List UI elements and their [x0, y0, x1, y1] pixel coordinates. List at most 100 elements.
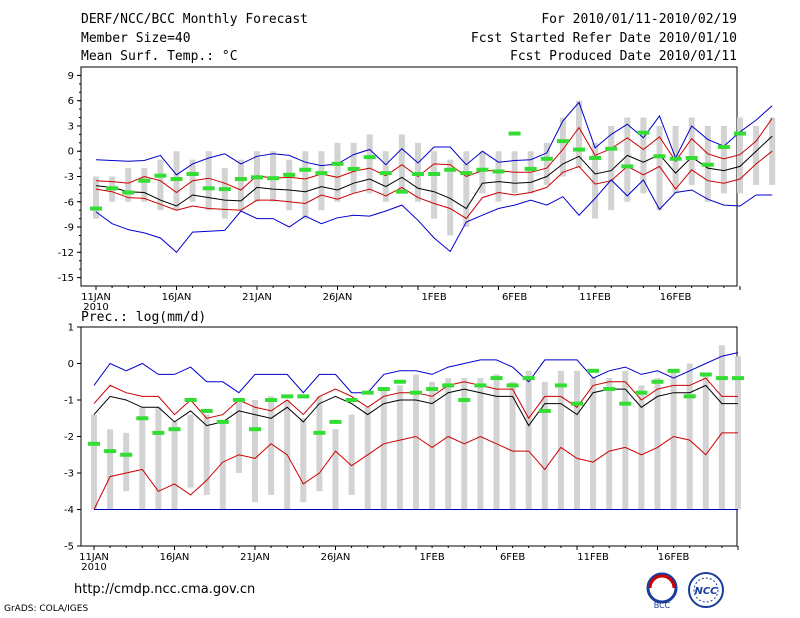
grads-credit: GrADS: COLA/IGES — [4, 604, 89, 614]
prec-ensemble-box — [445, 378, 452, 510]
prec-observed-marker — [345, 398, 358, 402]
temp-ensemble-box — [495, 151, 502, 202]
member-size: Member Size=40 — [81, 31, 191, 46]
temp-ensemble-box — [447, 159, 454, 236]
prec-ensemble-box — [509, 381, 516, 510]
prec-observed-marker — [361, 390, 374, 395]
prec-observed-marker — [554, 383, 567, 388]
temp-series-lower — [95, 150, 773, 220]
prec-ensemble-box — [348, 414, 355, 495]
prec-x-tick-label: 16FEB — [658, 552, 690, 563]
temp-observed-marker — [428, 171, 441, 176]
temp-y-tick-label: -6 — [64, 197, 74, 208]
temp-y-tick-label: -15 — [58, 273, 74, 284]
temp-observed-marker — [621, 164, 634, 169]
temp-ensemble-box — [753, 125, 760, 185]
prec-ensemble-box — [380, 389, 387, 510]
temp-panel-label: Mean Surf. Temp.: °C — [81, 49, 238, 64]
prec-ensemble-box — [702, 374, 709, 510]
prec-observed-marker — [88, 441, 100, 446]
prec-observed-marker — [377, 387, 390, 392]
prec-series-max — [93, 352, 739, 394]
prec-observed-marker — [216, 419, 229, 424]
temp-observed-marker — [573, 147, 585, 152]
prec-ensemble-box — [155, 407, 162, 510]
temp-observed-marker — [444, 167, 457, 172]
temp-observed-marker — [218, 187, 231, 192]
prec-observed-marker — [442, 383, 455, 388]
prec-x-tick-label: 1FEB — [419, 552, 444, 563]
temp-ensemble-box — [479, 151, 486, 194]
prec-y-tick-label: 0 — [68, 359, 74, 370]
temp-x-year-label: 2010 — [83, 302, 108, 313]
prec-x-tick-label: 16JAN — [160, 552, 190, 563]
prec-y-tick-label: -1 — [64, 396, 74, 407]
temp-ensemble-box — [737, 117, 743, 194]
source-url[interactable]: http://cmdp.ncc.cma.gov.cn — [74, 582, 256, 597]
prec-y-tick-label: -5 — [64, 542, 74, 553]
prec-ensemble-box — [670, 370, 677, 510]
ncc-logo: NCC — [688, 572, 724, 608]
temp-observed-marker — [315, 171, 328, 176]
temp-observed-marker — [363, 155, 376, 160]
temp-x-tick-label: 11JAN — [81, 292, 111, 303]
temp-ensemble-box — [237, 159, 244, 211]
temp-observed-marker — [234, 177, 247, 182]
temp-observed-marker — [669, 156, 682, 161]
prec-ensemble-box — [413, 374, 419, 510]
temp-ensemble-box — [221, 168, 228, 219]
temp-observed-marker — [283, 172, 296, 177]
temp-ensemble-box — [656, 125, 663, 211]
temp-ensemble-box — [334, 142, 341, 202]
prec-ensemble-box — [396, 385, 403, 510]
prec-ensemble-box — [557, 370, 564, 510]
prec-observed-marker — [136, 416, 149, 421]
prec-observed-marker — [184, 398, 197, 402]
prec-observed-marker — [120, 452, 133, 457]
temp-ensemble-box — [302, 151, 309, 219]
temp-series-max — [95, 101, 773, 176]
temp-observed-marker — [122, 190, 135, 195]
prec-observed-marker — [699, 372, 712, 377]
temp-ensemble-box — [125, 168, 132, 202]
temp-observed-marker — [251, 175, 263, 180]
temp-observed-marker — [412, 171, 424, 176]
prec-observed-marker — [297, 394, 310, 399]
temp-x-tick-label: 16FEB — [660, 292, 692, 303]
prec-ensemble-box — [574, 370, 580, 510]
prec-observed-marker — [313, 430, 326, 435]
prec-ensemble-box — [332, 429, 339, 510]
temp-ensemble-box — [398, 134, 405, 194]
fcst-started-date: Fcst Started Refer Date 2010/01/10 — [470, 31, 737, 46]
prec-x-tick-label: 26JAN — [321, 552, 351, 563]
prec-observed-marker — [281, 394, 294, 399]
prec-observed-marker — [667, 368, 680, 373]
temp-observed-marker — [460, 171, 473, 176]
prec-observed-marker — [232, 398, 245, 402]
temp-x-tick-label: 21JAN — [242, 292, 272, 303]
prec-observed-marker — [603, 387, 616, 392]
prec-ensemble-box — [654, 378, 661, 510]
temp-y-tick-label: -9 — [64, 223, 74, 234]
temp-ensemble-box — [286, 159, 293, 211]
temp-ensemble-box — [205, 151, 212, 211]
prec-ensemble-box — [686, 363, 693, 510]
prec-y-tick-label: -3 — [64, 469, 74, 480]
prec-observed-marker — [458, 398, 471, 402]
temp-ensemble-box — [559, 117, 566, 177]
chart-title: DERF/NCC/BCC Monthly Forecast — [81, 12, 308, 27]
prec-observed-marker — [474, 383, 487, 388]
prec-ensemble-box — [622, 370, 629, 510]
temp-observed-marker — [734, 131, 746, 136]
temp-observed-marker — [717, 145, 730, 150]
temp-observed-marker — [138, 178, 151, 183]
temp-observed-marker — [299, 167, 312, 172]
prec-ensemble-box — [139, 407, 146, 510]
prec-observed-marker — [104, 449, 117, 454]
prec-ensemble-box — [718, 345, 725, 510]
prec-x-tick-label: 11FEB — [577, 552, 609, 563]
temp-ensemble-box — [592, 142, 599, 219]
prec-ensemble-box — [364, 407, 371, 510]
prec-observed-marker — [651, 379, 664, 384]
prec-ensemble-box — [316, 396, 323, 492]
